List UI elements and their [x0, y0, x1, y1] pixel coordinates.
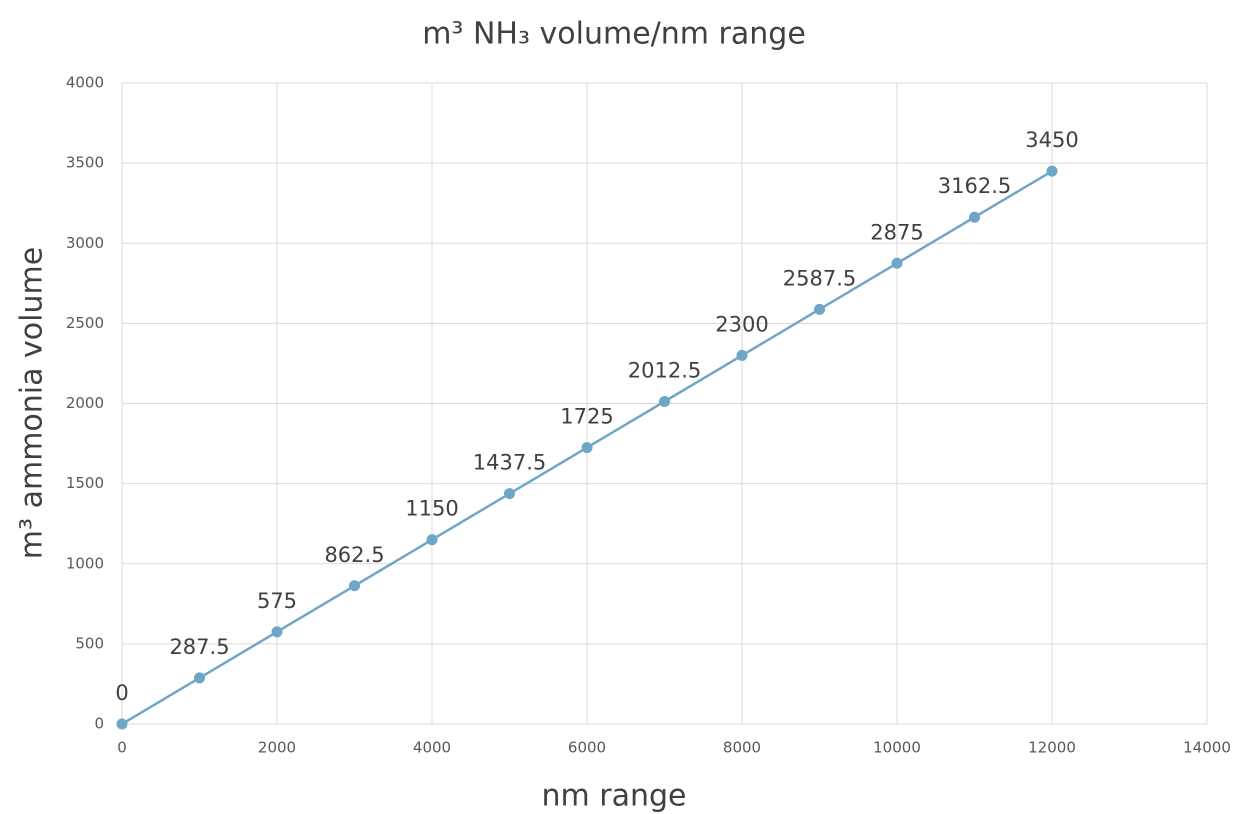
data-label: 1150 — [405, 497, 458, 521]
x-tick-label: 4000 — [413, 739, 451, 757]
y-tick-label: 4000 — [66, 74, 104, 92]
data-label: 575 — [257, 589, 297, 613]
data-label: 3162.5 — [938, 174, 1011, 198]
marker — [504, 488, 515, 500]
marker — [194, 672, 205, 684]
data-label: 1725 — [560, 405, 613, 429]
marker — [659, 395, 670, 407]
x-tick-label: 2000 — [258, 739, 296, 757]
data-label: 1437.5 — [473, 451, 546, 475]
chart-title: m³ NH₃ volume/nm range — [422, 17, 806, 52]
y-axis-label: m³ ammonia volume — [15, 247, 50, 559]
y-tick-label: 3500 — [66, 154, 104, 172]
y-tick-label: 2500 — [66, 314, 104, 332]
data-label: 2012.5 — [628, 358, 701, 382]
marker — [581, 442, 593, 454]
marker — [736, 349, 748, 361]
x-tick-label: 8000 — [723, 739, 761, 757]
data-label: 3450 — [1025, 128, 1078, 152]
x-tick-label: 14000 — [1183, 739, 1231, 757]
marker — [349, 580, 360, 592]
x-axis-label: nm range — [541, 779, 686, 814]
data-label: 2300 — [715, 312, 768, 336]
marker — [271, 626, 283, 638]
x-tick-label: 12000 — [1028, 739, 1076, 757]
y-tick-label: 1000 — [66, 554, 104, 572]
y-tick-label: 0 — [94, 715, 104, 733]
marker — [891, 257, 903, 269]
marker — [969, 211, 980, 223]
data-label: 287.5 — [169, 635, 229, 659]
y-tick-label: 1500 — [66, 474, 104, 492]
marker — [116, 718, 128, 730]
y-tick-label: 3000 — [66, 234, 104, 252]
x-tick-label: 10000 — [873, 739, 921, 757]
y-tick-label: 2000 — [66, 394, 104, 412]
marker — [814, 303, 825, 315]
marker — [426, 534, 438, 546]
marker — [1046, 165, 1058, 177]
data-label: 862.5 — [324, 543, 384, 567]
data-label: 0 — [115, 681, 128, 705]
data-label: 2587.5 — [783, 266, 856, 290]
x-tick-label: 0 — [117, 739, 127, 757]
x-tick-label: 6000 — [568, 739, 606, 757]
data-label: 2875 — [870, 220, 923, 244]
y-tick-label: 500 — [75, 634, 104, 652]
